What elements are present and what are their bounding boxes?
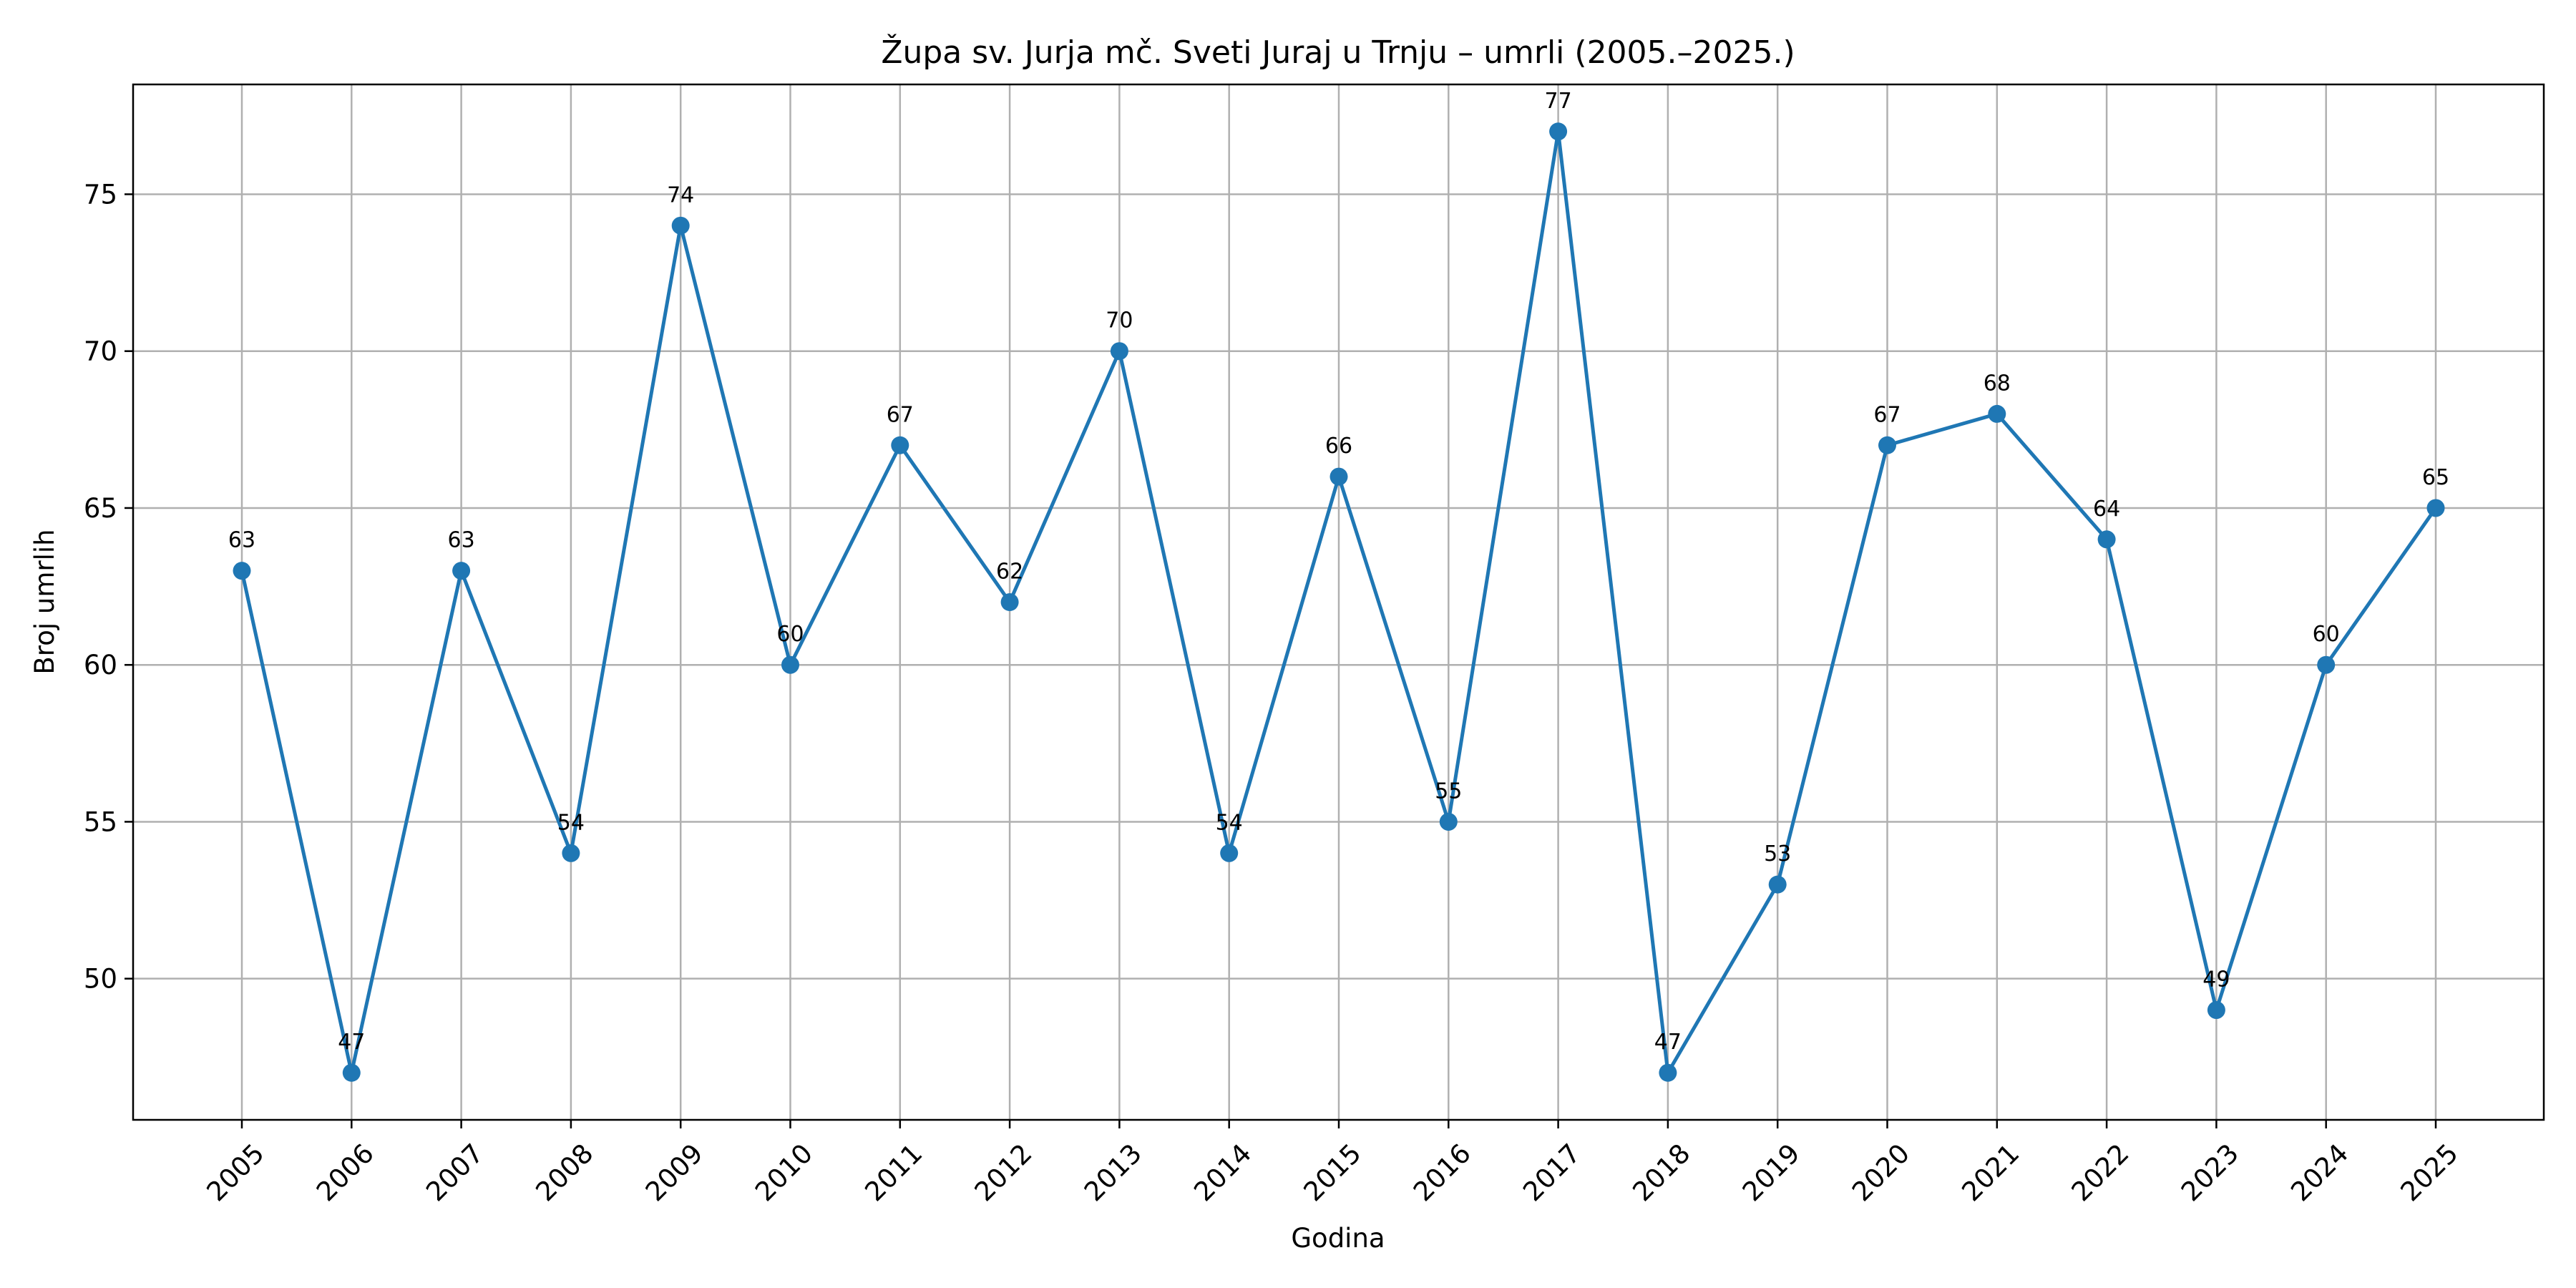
data-label: 63 bbox=[448, 528, 475, 553]
data-label: 53 bbox=[1764, 841, 1791, 867]
x-tick-label: 2011 bbox=[859, 1138, 928, 1207]
y-tick-label: 55 bbox=[84, 806, 117, 837]
x-tick-label: 2020 bbox=[1846, 1138, 1916, 1207]
data-point bbox=[2207, 1001, 2225, 1020]
y-tick-label: 70 bbox=[84, 336, 117, 367]
data-point bbox=[2317, 655, 2336, 674]
x-tick-label: 2025 bbox=[2395, 1138, 2464, 1207]
data-point bbox=[1439, 812, 1458, 831]
y-axis-label: Broj umrlih bbox=[29, 529, 60, 674]
x-tick-label: 2005 bbox=[201, 1138, 270, 1207]
data-label: 67 bbox=[1873, 402, 1901, 427]
data-label: 60 bbox=[2313, 622, 2340, 647]
data-point bbox=[1330, 467, 1348, 486]
data-point bbox=[1878, 436, 1896, 454]
data-point bbox=[671, 216, 690, 235]
data-label: 67 bbox=[887, 402, 914, 427]
data-label: 54 bbox=[1216, 810, 1243, 835]
data-label: 62 bbox=[996, 560, 1023, 585]
data-label: 64 bbox=[2093, 497, 2120, 522]
x-tick-label: 2018 bbox=[1627, 1138, 1697, 1207]
x-tick-label: 2017 bbox=[1517, 1138, 1586, 1207]
data-label: 49 bbox=[2202, 967, 2230, 992]
y-tick-label: 60 bbox=[84, 650, 117, 680]
data-point bbox=[1659, 1063, 1677, 1082]
data-point bbox=[1220, 844, 1239, 862]
x-tick-label: 2012 bbox=[969, 1138, 1038, 1207]
data-point bbox=[2426, 499, 2445, 517]
data-point bbox=[233, 562, 251, 580]
x-tick-label: 2008 bbox=[530, 1138, 600, 1207]
x-tick-label: 2009 bbox=[640, 1138, 709, 1207]
data-label: 66 bbox=[1325, 434, 1352, 459]
x-tick-label: 2019 bbox=[1737, 1138, 1806, 1207]
x-axis-label: Godina bbox=[1291, 1223, 1385, 1254]
plot-frame bbox=[132, 83, 2545, 1121]
data-point bbox=[342, 1063, 361, 1082]
data-point bbox=[1110, 342, 1128, 361]
data-point bbox=[781, 655, 799, 674]
data-point bbox=[891, 436, 909, 454]
data-label: 68 bbox=[1984, 371, 2011, 396]
x-tick-label: 2013 bbox=[1078, 1138, 1148, 1207]
x-tick-label: 2024 bbox=[2285, 1138, 2354, 1207]
data-label: 77 bbox=[1545, 89, 1572, 114]
data-label: 47 bbox=[1654, 1030, 1682, 1055]
data-point bbox=[1000, 593, 1019, 611]
x-tick-label: 2010 bbox=[749, 1138, 819, 1207]
grid-layer bbox=[133, 84, 2544, 1120]
data-label: 70 bbox=[1106, 308, 1133, 333]
x-tick-label: 2021 bbox=[1956, 1138, 2025, 1207]
data-point bbox=[1768, 875, 1787, 894]
data-point bbox=[452, 562, 471, 580]
y-tick-label: 50 bbox=[84, 964, 117, 995]
data-label: 55 bbox=[1435, 779, 1462, 804]
x-tick-label: 2023 bbox=[2175, 1138, 2245, 1207]
y-tick-label: 65 bbox=[84, 493, 117, 524]
data-label: 65 bbox=[2422, 465, 2449, 490]
data-label: 54 bbox=[557, 810, 585, 835]
data-point bbox=[562, 844, 580, 862]
marker-layer bbox=[233, 122, 2445, 1082]
data-label: 74 bbox=[667, 182, 694, 208]
x-tick-label: 2014 bbox=[1188, 1138, 1257, 1207]
data-point bbox=[1549, 122, 1568, 141]
x-tick-label: 2016 bbox=[1407, 1138, 1477, 1207]
chart-title: Župa sv. Jurja mč. Sveti Juraj u Trnju –… bbox=[881, 33, 1795, 71]
x-tick-label: 2007 bbox=[420, 1138, 489, 1207]
data-point bbox=[2097, 530, 2116, 549]
label-layer: 63 47 63 54 74 60 67 62 70 54 66 55 77 47 53 67 68 64 49 60… bbox=[228, 89, 2449, 1055]
x-tick-label: 2022 bbox=[2066, 1138, 2135, 1207]
data-label: 60 bbox=[776, 622, 804, 647]
data-point bbox=[1988, 404, 2006, 423]
data-label: 47 bbox=[338, 1030, 365, 1055]
y-tick-label: 75 bbox=[84, 179, 117, 210]
x-tick-label: 2015 bbox=[1298, 1138, 1367, 1207]
x-tick-label: 2006 bbox=[311, 1138, 380, 1207]
data-label: 63 bbox=[228, 528, 255, 553]
